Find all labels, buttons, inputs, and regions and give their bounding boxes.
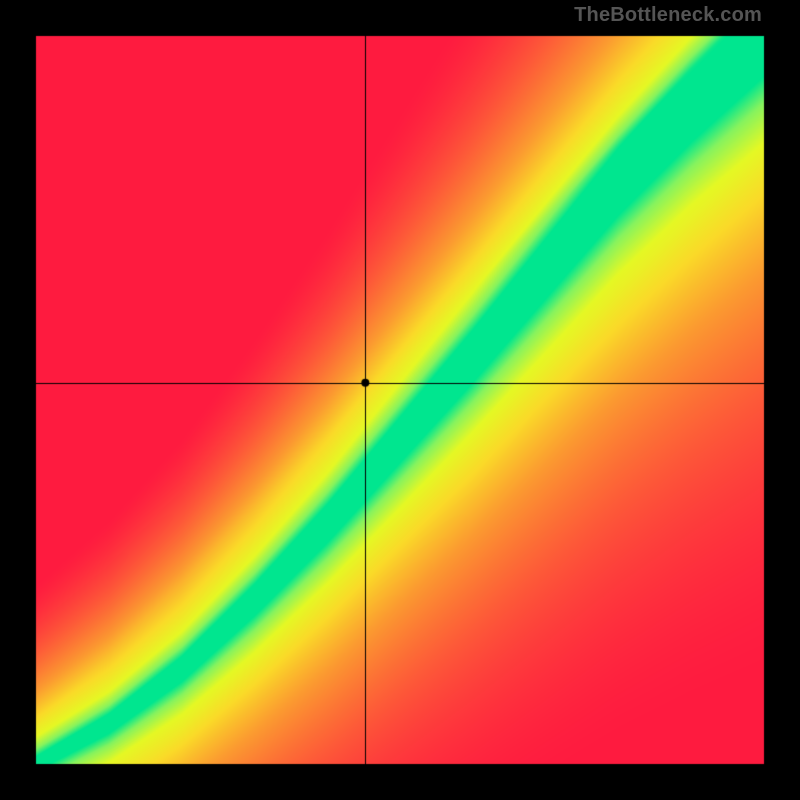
watermark-text: TheBottleneck.com: [574, 4, 762, 27]
chart-container: TheBottleneck.com: [0, 0, 800, 800]
bottleneck-heatmap: [0, 0, 800, 800]
